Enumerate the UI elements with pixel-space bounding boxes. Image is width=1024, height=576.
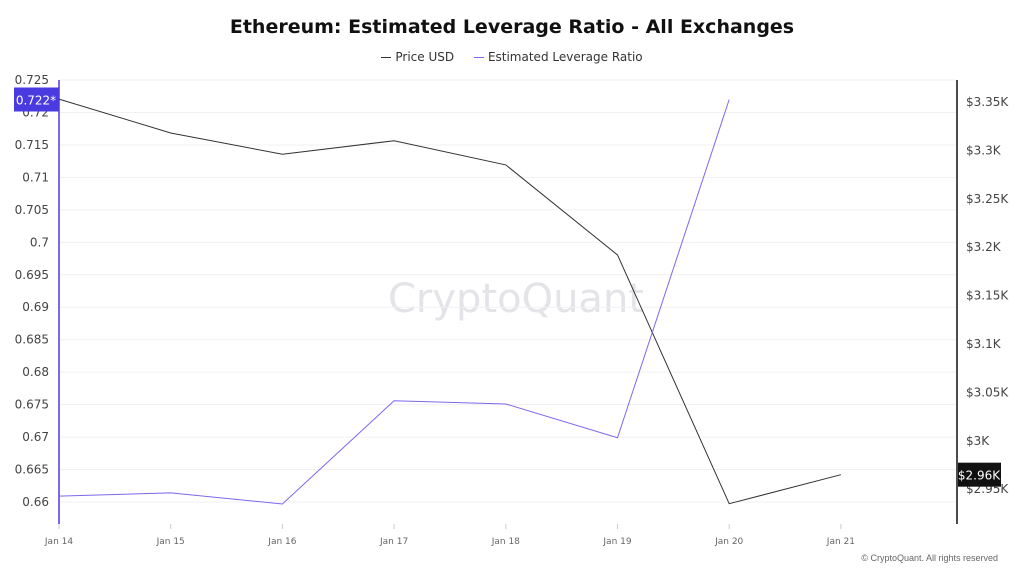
x-tick-label: Jan 18: [491, 537, 520, 547]
left-tick-label: 0.68: [22, 365, 49, 379]
left-tick-label: 0.66: [22, 495, 49, 509]
chart-title: Ethereum: Estimated Leverage Ratio - All…: [229, 16, 795, 38]
right-value-marker-label: $2.96K: [958, 469, 1001, 483]
right-value-marker: [958, 462, 1001, 487]
legend-item-leverage[interactable]: Estimated Leverage Ratio: [473, 50, 643, 64]
right-tick-label: $3K: [966, 434, 990, 448]
right-tick-label: $3.05K: [966, 385, 1009, 399]
right-tick-label: $3.1K: [966, 337, 1002, 351]
left-tick-label: 0.725: [15, 73, 49, 87]
right-tick-label: $3.15K: [966, 289, 1009, 303]
watermark: CryptoQuant: [388, 276, 644, 322]
leverage-line: [58, 99, 730, 505]
copyright-footer: © CryptoQuant. All rights reserved: [861, 553, 998, 563]
left-tick-label: 0.7: [30, 235, 49, 249]
left-tick-label: 0.705: [15, 203, 49, 217]
left-value-marker-label: 0.722*: [16, 93, 56, 107]
x-tick-label: Jan 15: [156, 537, 185, 547]
right-tick-label: $3.25K: [966, 192, 1009, 206]
legend-item-price[interactable]: Price USD: [381, 50, 454, 64]
left-tick-label: 0.67: [22, 430, 49, 444]
legend-label: Price USD: [395, 50, 455, 64]
right-tick-label: $3.35K: [966, 95, 1009, 109]
left-tick-label: 0.695: [15, 268, 49, 282]
price-line: [58, 98, 842, 505]
legend: Price USD Estimated Leverage Ratio: [0, 50, 1024, 64]
x-tick-label: Jan 21: [826, 537, 855, 547]
legend-label: Estimated Leverage Ratio: [487, 50, 643, 64]
left-tick-label: 0.71: [22, 170, 49, 184]
left-tick-label: 0.715: [15, 138, 49, 152]
x-tick-label: Jan 19: [602, 537, 631, 547]
x-tick-label: Jan 20: [714, 537, 743, 547]
left-tick-label: 0.685: [15, 333, 49, 347]
right-tick-label: $3.2K: [966, 240, 1002, 254]
x-tick-label: Jan 14: [44, 537, 73, 547]
left-tick-label: 0.665: [15, 463, 49, 477]
x-tick-label: Jan 16: [267, 537, 296, 547]
left-value-marker: [14, 87, 59, 112]
right-tick-label: $3.3K: [966, 143, 1002, 157]
left-tick-label: 0.675: [15, 398, 49, 412]
x-tick-label: Jan 17: [379, 537, 408, 547]
left-tick-label: 0.69: [22, 300, 49, 314]
